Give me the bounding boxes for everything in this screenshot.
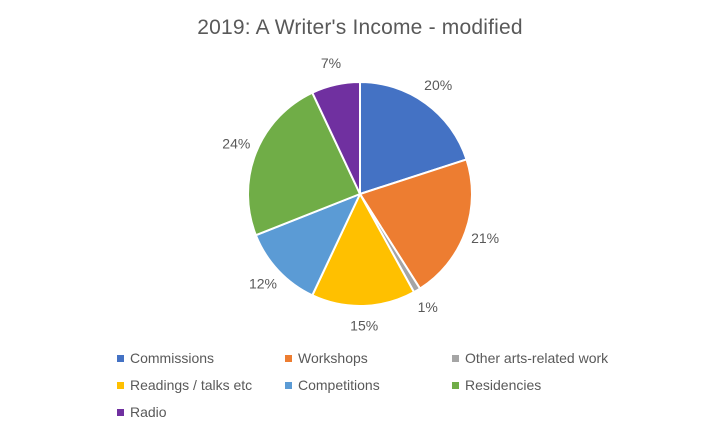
pie-slice-residencies — [247, 91, 361, 237]
legend-swatch-icon — [285, 381, 292, 389]
legend-item-other-arts-related-work: Other arts-related work — [452, 350, 632, 366]
chart-title: 2019: A Writer's Income - modified — [197, 16, 523, 39]
legend-swatch-icon — [117, 408, 124, 416]
data-label-commissions: 20% — [424, 77, 452, 93]
pie-slice-radio — [311, 81, 361, 195]
legend-item-residencies: Residencies — [452, 377, 632, 393]
legend-swatch-icon — [117, 354, 124, 362]
legend-label: Competitions — [298, 377, 380, 393]
legend-item-workshops: Workshops — [285, 350, 452, 366]
legend-item-competitions: Competitions — [285, 377, 452, 393]
pie-slice-workshops — [359, 158, 473, 290]
legend-label: Other arts-related work — [465, 350, 609, 366]
data-label-readings-talks-etc: 15% — [350, 318, 378, 334]
data-label-workshops: 21% — [471, 230, 499, 246]
data-label-other-arts-related-work: 1% — [418, 299, 438, 315]
legend-label: Commissions — [130, 350, 215, 366]
legend-item-radio: Radio — [117, 404, 285, 420]
legend-item-readings-talks-etc: Readings / talks etc — [117, 377, 285, 393]
legend-label: Workshops — [298, 350, 368, 366]
data-label-residencies: 24% — [222, 136, 250, 152]
chart-legend: Commissions Workshops Other arts-related… — [117, 350, 632, 420]
pie-slice-commissions — [359, 81, 468, 195]
data-label-competitions: 12% — [249, 276, 277, 292]
legend-label: Readings / talks etc — [130, 377, 253, 393]
legend-label: Radio — [130, 404, 167, 420]
legend-swatch-icon — [452, 381, 459, 389]
legend-label: Residencies — [465, 377, 542, 393]
legend-swatch-icon — [452, 354, 459, 362]
legend-swatch-icon — [117, 381, 124, 389]
legend-swatch-icon — [285, 354, 292, 362]
legend-item-commissions: Commissions — [117, 350, 285, 366]
pie-slice-readings-talks-etc — [311, 193, 415, 307]
pie-slice-competitions — [254, 193, 361, 297]
data-label-radio: 7% — [321, 55, 341, 71]
